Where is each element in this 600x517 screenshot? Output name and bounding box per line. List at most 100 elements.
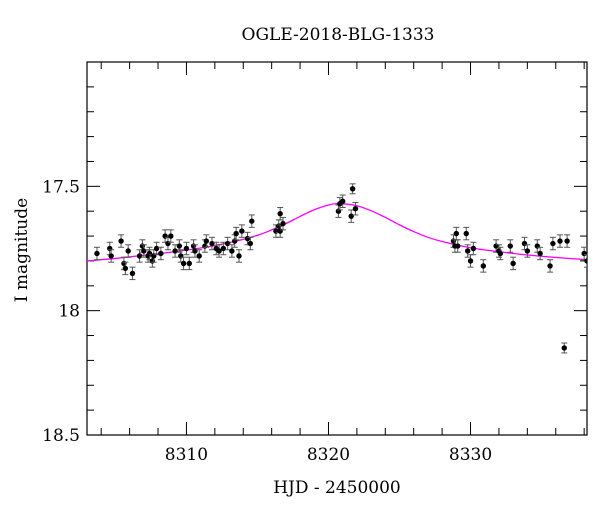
- data-point: [228, 244, 235, 258]
- point-marker: [192, 248, 198, 254]
- data-point: [238, 224, 245, 238]
- y-tick-label: 18.5: [42, 426, 80, 446]
- data-point: [561, 342, 568, 354]
- point-marker: [349, 186, 356, 192]
- point-marker: [176, 243, 183, 249]
- data-point: [581, 246, 587, 261]
- tick-labels: 8310 8320 8330 17.5 18 18.5: [42, 177, 492, 465]
- data-point: [454, 239, 461, 253]
- point-marker: [233, 230, 239, 237]
- point-marker: [464, 248, 471, 254]
- point-marker: [244, 235, 251, 242]
- point-marker: [339, 198, 346, 204]
- point-marker: [348, 213, 354, 219]
- data-point: [467, 254, 474, 268]
- point-marker: [118, 238, 124, 244]
- point-marker: [247, 240, 254, 247]
- point-marker: [534, 243, 540, 249]
- point-marker: [455, 243, 461, 249]
- data-point: [118, 234, 125, 248]
- x-tick-label: 8310: [165, 445, 208, 465]
- data-point: [349, 183, 356, 195]
- data-points: [93, 183, 587, 354]
- data-point: [203, 234, 210, 248]
- point-marker: [183, 245, 190, 252]
- data-point: [352, 201, 359, 216]
- point-marker: [186, 260, 192, 267]
- data-point: [335, 204, 342, 218]
- point-marker: [158, 250, 164, 257]
- data-point: [470, 241, 477, 256]
- point-marker: [277, 210, 283, 217]
- data-point: [521, 236, 528, 251]
- point-marker: [507, 243, 513, 249]
- point-marker: [521, 240, 528, 247]
- point-marker: [564, 238, 570, 244]
- point-marker: [151, 253, 157, 259]
- point-marker: [557, 238, 563, 244]
- data-point: [93, 246, 100, 261]
- point-marker: [550, 240, 556, 247]
- point-marker: [453, 230, 460, 237]
- x-tick-label: 8320: [307, 445, 350, 465]
- point-marker: [141, 248, 147, 254]
- point-marker: [122, 265, 129, 272]
- data-point: [186, 256, 193, 271]
- data-point: [233, 226, 240, 241]
- data-point: [157, 246, 164, 261]
- point-marker: [125, 248, 131, 254]
- data-point: [557, 234, 564, 248]
- point-marker: [129, 270, 136, 277]
- data-point: [348, 209, 355, 223]
- data-point: [339, 194, 346, 208]
- point-marker: [94, 250, 100, 257]
- point-marker: [510, 260, 516, 267]
- axis-ticks: [87, 61, 587, 436]
- data-point: [183, 241, 190, 256]
- y-axis-label: I magnitude: [12, 198, 32, 302]
- data-point: [140, 244, 147, 258]
- data-point: [216, 244, 223, 258]
- point-marker: [220, 245, 227, 252]
- point-marker: [470, 245, 477, 252]
- point-marker: [136, 253, 143, 259]
- point-marker: [236, 253, 242, 259]
- point-marker: [584, 258, 587, 264]
- y-tick-label: 17.5: [42, 177, 80, 197]
- data-point: [231, 234, 238, 248]
- point-marker: [547, 263, 553, 269]
- data-point: [280, 216, 287, 231]
- chart-title: OGLE-2018-BLG-1333: [242, 25, 435, 45]
- data-point: [547, 259, 554, 273]
- data-point: [463, 226, 470, 241]
- point-marker: [581, 250, 587, 257]
- point-marker: [561, 345, 567, 351]
- point-marker: [524, 248, 531, 254]
- data-point: [277, 206, 284, 221]
- point-marker: [249, 218, 255, 224]
- data-point: [549, 236, 556, 251]
- plot-frame: [86, 61, 588, 436]
- point-marker: [178, 253, 184, 259]
- point-marker: [239, 228, 245, 234]
- point-marker: [352, 206, 359, 212]
- point-marker: [180, 260, 187, 267]
- x-tick-label: 8330: [449, 445, 492, 465]
- data-point: [129, 266, 136, 281]
- point-marker: [537, 250, 543, 257]
- data-point: [164, 236, 171, 251]
- data-point: [235, 249, 242, 263]
- y-tick-label: 18: [58, 302, 80, 322]
- data-point: [507, 239, 514, 253]
- data-point: [564, 234, 571, 248]
- point-marker: [229, 248, 235, 254]
- data-point: [524, 244, 531, 258]
- point-marker: [209, 240, 215, 247]
- data-point: [167, 229, 174, 243]
- data-point: [180, 256, 187, 271]
- point-marker: [280, 220, 286, 227]
- data-point: [106, 241, 113, 256]
- x-axis-label: HJD - 2450000: [273, 478, 401, 498]
- point-marker: [493, 243, 499, 249]
